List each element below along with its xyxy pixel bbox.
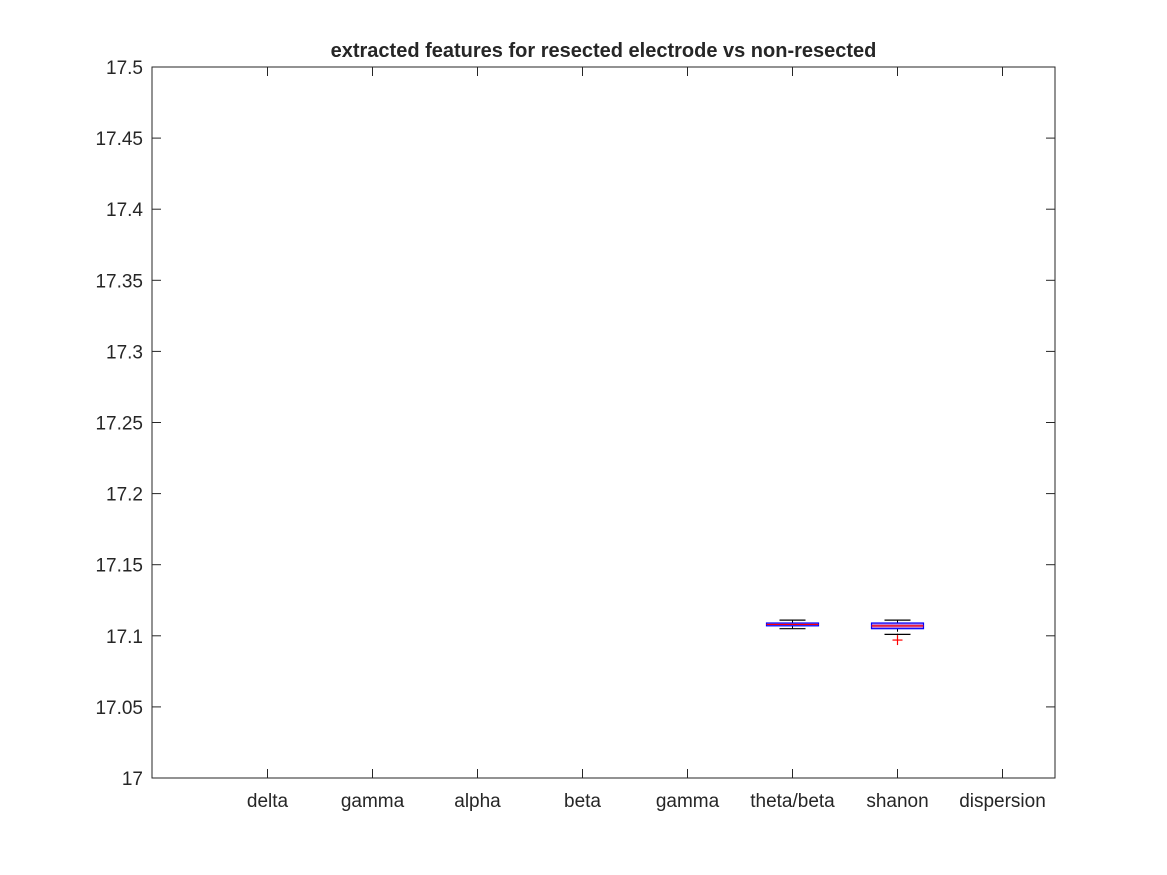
chart-title: extracted features for resected electrod… — [331, 40, 877, 62]
x-tick-label: beta — [564, 791, 601, 812]
box-shanon — [870, 619, 925, 646]
boxplot-boxes — [765, 619, 925, 646]
x-tick-label: alpha — [454, 791, 501, 812]
x-axis-ticks: delta gamma alpha beta gamma theta/beta shanon… — [247, 67, 1046, 812]
y-tick-label: 17.3 — [106, 342, 143, 363]
y-tick-label: 17.15 — [95, 556, 143, 577]
x-tick-label: theta/beta — [750, 791, 835, 812]
y-tick-label: 17.1 — [106, 627, 143, 648]
box-theta-beta — [765, 619, 820, 630]
x-tick-label: gamma — [656, 791, 720, 812]
y-tick-label: 17.25 — [95, 414, 143, 435]
y-tick-label: 17.05 — [95, 698, 143, 719]
y-axis-ticks: 17 17.05 17.1 17.15 17.2 17.25 17.3 17.35 17.4 17… — [95, 58, 1055, 790]
y-tick-label: 17.5 — [106, 58, 143, 79]
y-tick-label: 17.35 — [95, 271, 143, 292]
x-tick-label: dispersion — [959, 791, 1046, 812]
plot-area — [151, 66, 1056, 779]
y-tick-label: 17.2 — [106, 485, 143, 506]
y-tick-label: 17.45 — [95, 129, 143, 150]
x-tick-label: shanon — [866, 791, 928, 812]
x-tick-label: delta — [247, 791, 289, 812]
x-tick-label: gamma — [341, 791, 405, 812]
y-tick-label: 17.4 — [106, 200, 143, 221]
y-tick-label: 17 — [122, 769, 143, 790]
